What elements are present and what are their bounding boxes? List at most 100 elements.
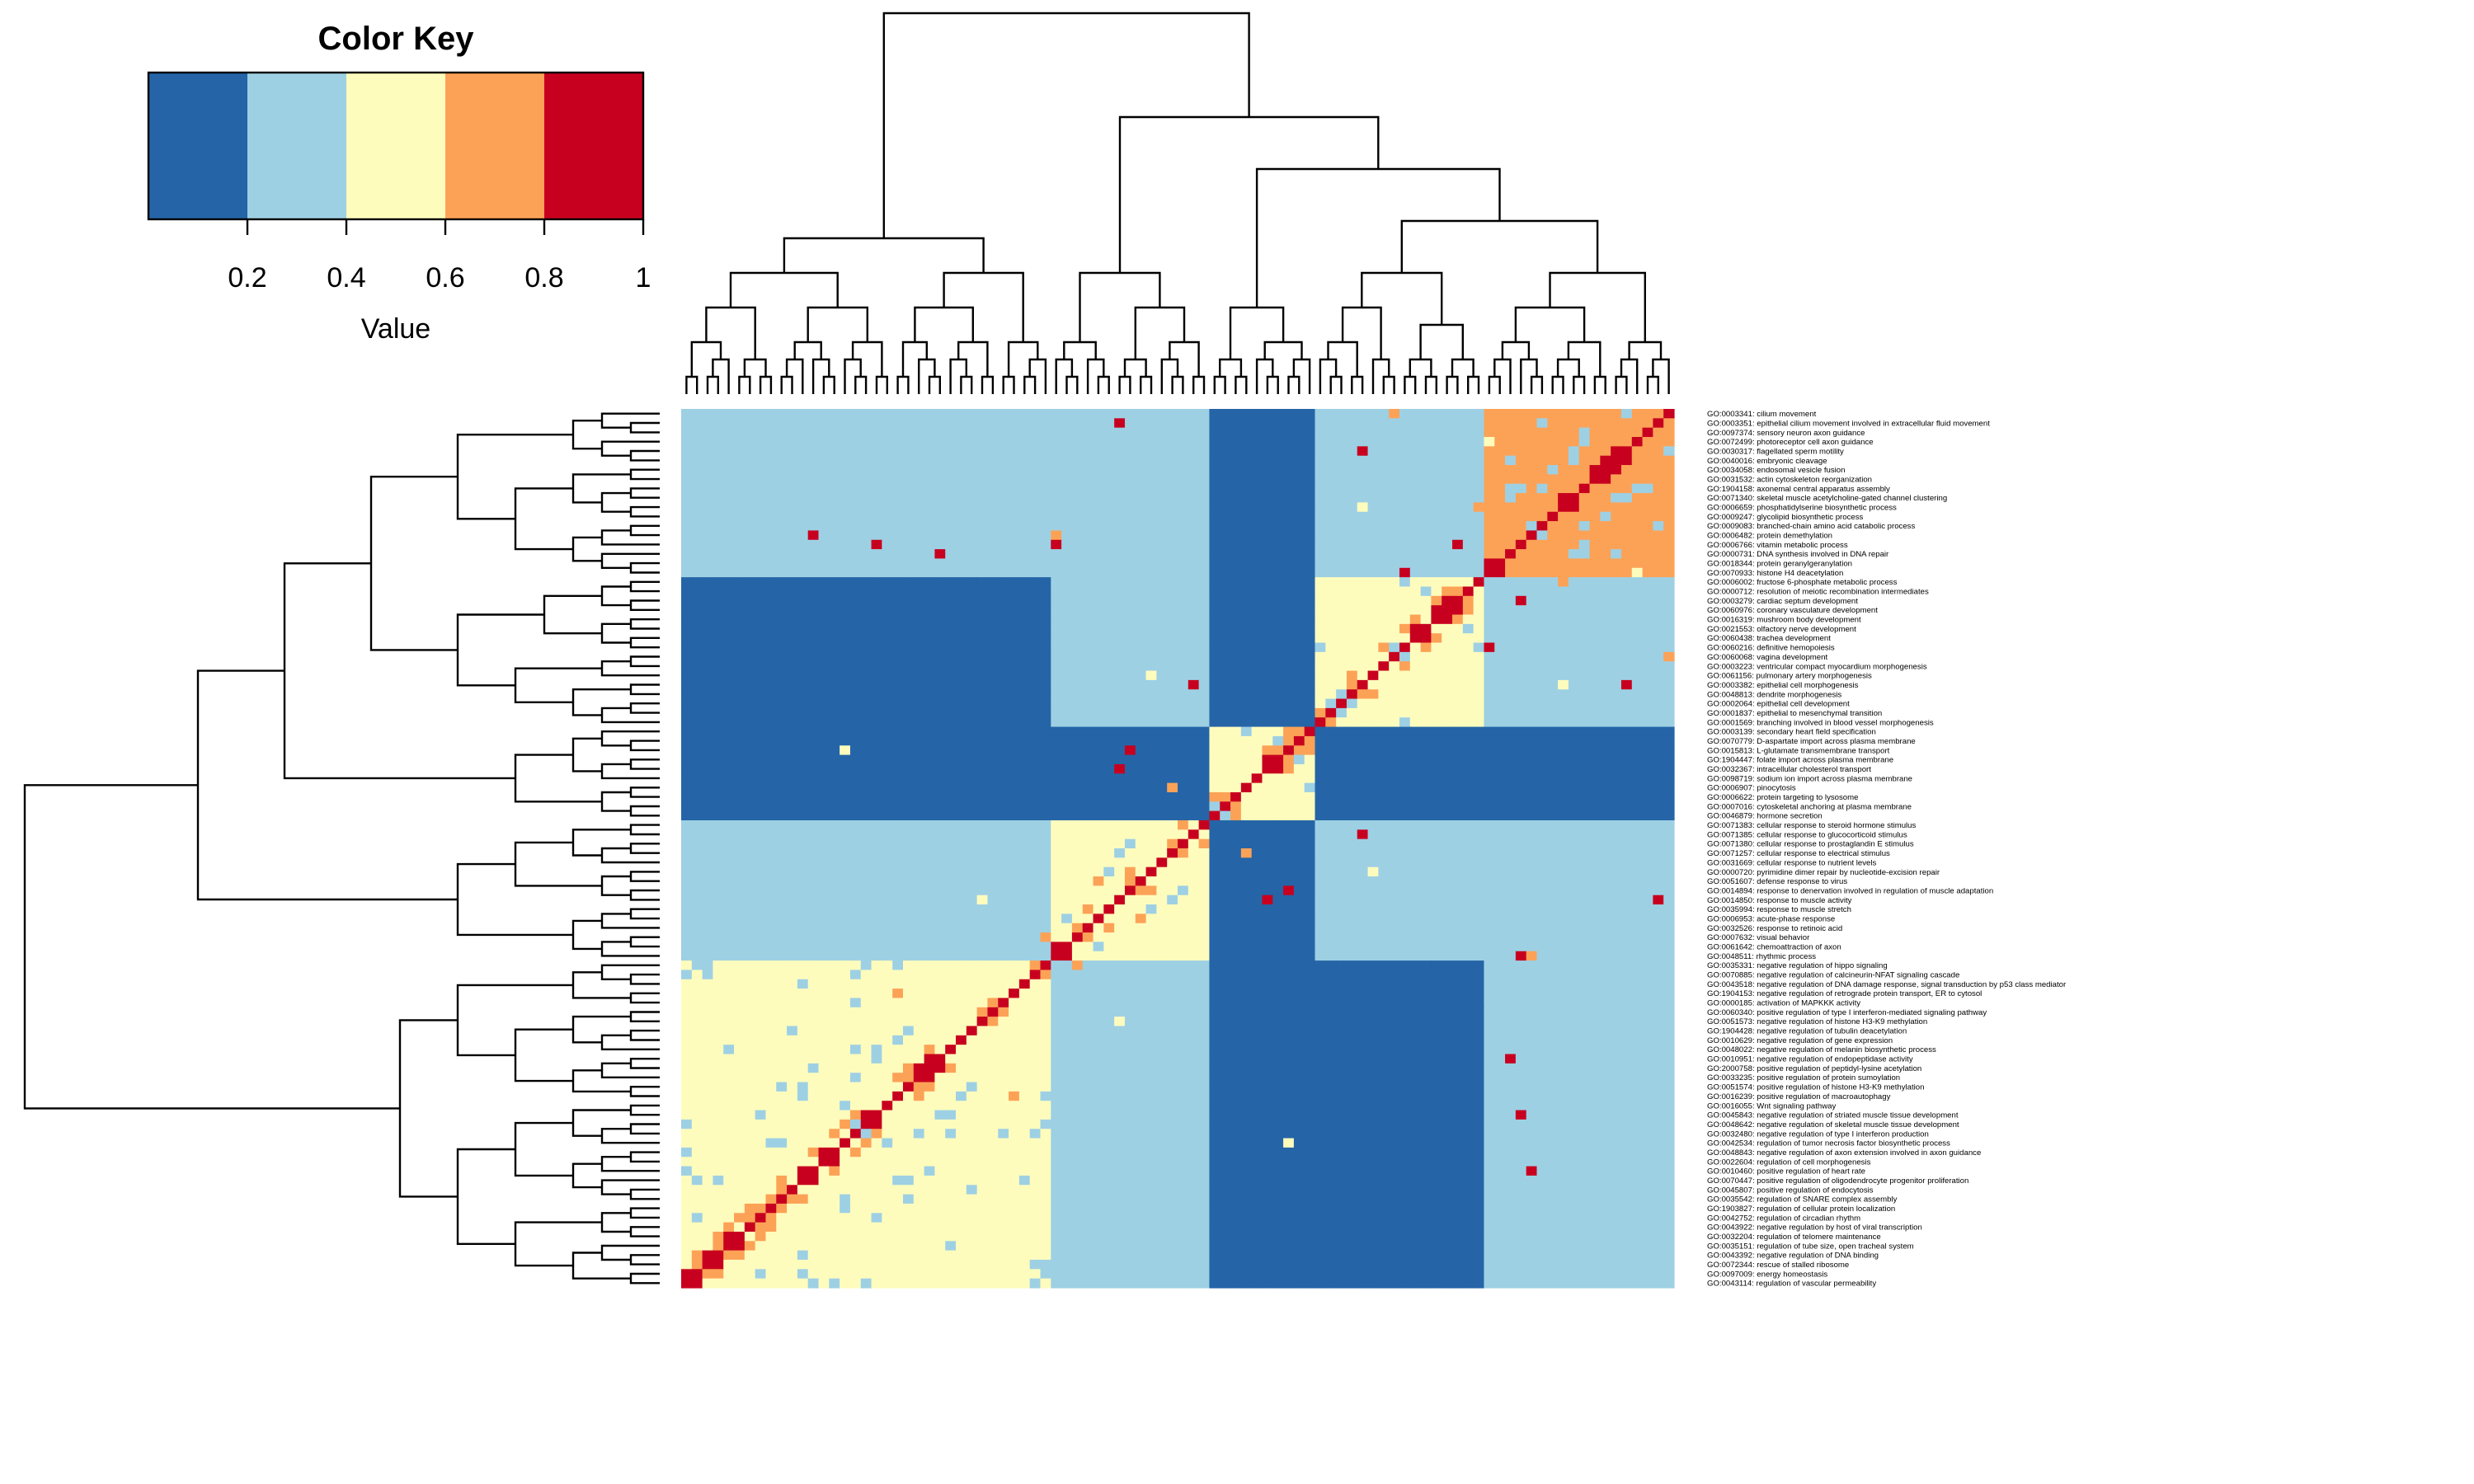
heatmap-cell [1505,623,1517,634]
heatmap-cell [1040,857,1051,868]
heatmap-cell [1114,446,1126,457]
heatmap-cell [1367,427,1379,438]
heatmap-cell [1325,539,1337,550]
heatmap-cell [1029,521,1042,532]
heatmap-cell [1399,670,1411,681]
heatmap-cell [1558,493,1569,503]
heatmap-cell [1389,857,1400,868]
heatmap-cell [691,521,703,532]
heatmap-cell [902,511,915,522]
heatmap-cell [765,689,777,700]
heatmap-cell [892,782,904,793]
heatmap-cell [1515,773,1527,784]
heatmap-cell [755,502,767,513]
heatmap-cell [1293,698,1305,709]
heatmap-cell [840,465,851,475]
heatmap-cell [1071,763,1084,774]
heatmap-cell [902,735,915,746]
heatmap-cell [1578,605,1591,616]
heatmap-cell [1473,409,1485,419]
heatmap-cell [818,876,830,886]
heatmap-cell [681,782,693,793]
heatmap-cell [1346,511,1358,522]
heatmap-cell [1145,465,1157,475]
heatmap-cell [956,782,967,793]
heatmap-cell [1526,745,1538,756]
heatmap-cell [945,698,957,709]
heatmap-cell [1103,521,1115,532]
heatmap-cell [913,465,925,475]
heatmap-cell [1526,446,1538,457]
heatmap-cell [1082,586,1094,597]
heatmap-cell [723,866,735,877]
heatmap-cell [1209,829,1221,840]
heatmap-cell [1378,586,1390,597]
row-dendrogram-branch [571,1162,602,1189]
heatmap-cell [1399,707,1411,718]
heatmap-cell [1198,670,1211,681]
heatmap-cell [840,679,851,690]
heatmap-cell [1494,763,1506,774]
heatmap-cell [1568,745,1580,756]
heatmap-cell [1272,474,1284,485]
heatmap-cell [807,642,820,653]
heatmap-cell [924,819,936,830]
heatmap-cell [1145,707,1157,718]
heatmap-cell [1462,558,1475,569]
heatmap-cell [787,848,798,858]
heatmap-cell [1409,530,1422,541]
heatmap-cell [1473,829,1485,840]
heatmap-cell [1336,735,1348,746]
heatmap-cell [1558,427,1569,438]
heatmap-cell [1251,577,1263,588]
heatmap-cell [1536,726,1548,737]
heatmap-cell [1357,707,1369,718]
heatmap-cell [1167,530,1178,541]
heatmap-cell [1642,810,1653,821]
heatmap-cell [1378,427,1390,438]
heatmap-cell [787,763,798,774]
heatmap-cell [1611,530,1622,541]
heatmap-cell [787,530,798,541]
heatmap-cell [1642,595,1653,606]
column-dendrogram-branch [1530,375,1544,394]
heatmap-cell [1135,474,1147,485]
heatmap-cell [1589,876,1601,886]
heatmap-cell [1230,801,1242,812]
heatmap-cell [1505,848,1517,858]
heatmap-cell [1315,754,1326,765]
column-dendrogram-branch [1424,375,1437,394]
heatmap-cell [1061,446,1073,457]
heatmap-cell [1547,521,1559,532]
heatmap-cell [702,437,714,447]
heatmap-cell [1145,754,1157,765]
heatmap-cell [987,810,999,821]
heatmap-cell [681,819,693,830]
heatmap-cell [924,661,936,672]
heatmap-cell [723,577,735,588]
heatmap-cell [987,857,999,868]
heatmap-cell [744,483,756,494]
heatmap-cell [1505,726,1517,737]
heatmap-cell [1071,418,1084,429]
heatmap-cell [1114,651,1126,662]
heatmap-cell [1009,558,1020,569]
heatmap-cell [1156,521,1168,532]
heatmap-cell [681,735,693,746]
heatmap-cell [1568,465,1580,475]
heatmap-cell [1620,866,1633,877]
heatmap-cell [1452,455,1464,466]
heatmap-cell [1198,577,1211,588]
heatmap-cell [1156,623,1168,634]
heatmap-cell [1346,642,1358,653]
heatmap-cell [1442,595,1453,606]
heatmap-cell [734,745,745,756]
heatmap-cell [1009,791,1020,802]
heatmap-cell [807,745,820,756]
heatmap-cell [1452,418,1464,429]
heatmap-cell [1431,521,1442,532]
heatmap-cell [976,735,989,746]
heatmap-cell [787,735,798,746]
heatmap-cell [1378,530,1390,541]
heatmap-cell [1198,791,1211,802]
